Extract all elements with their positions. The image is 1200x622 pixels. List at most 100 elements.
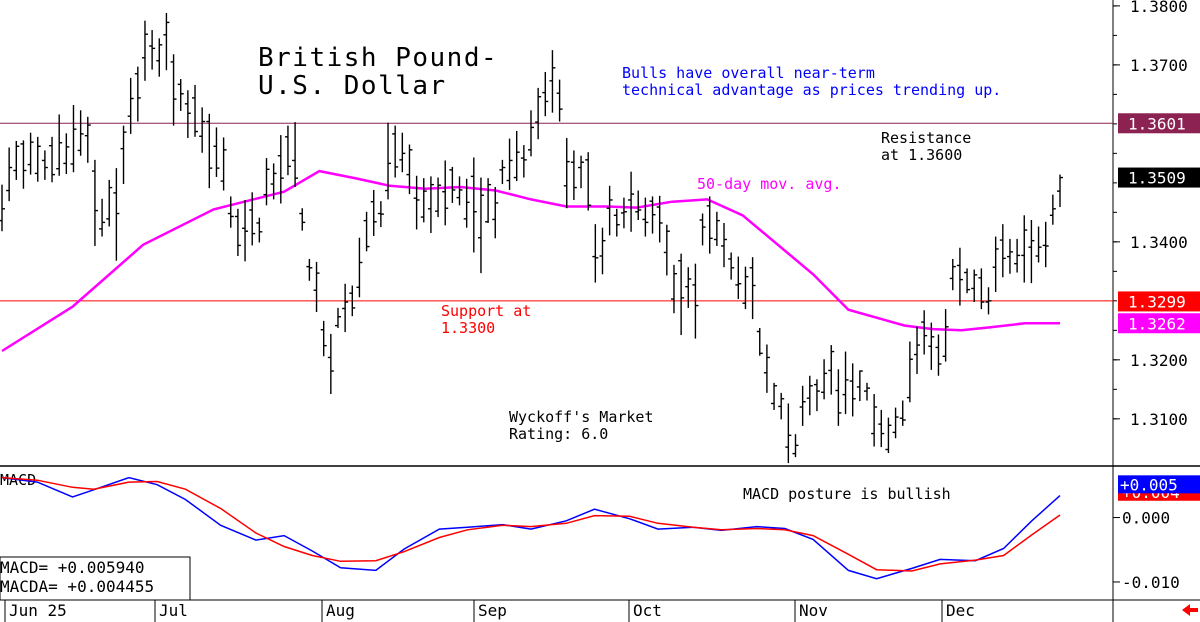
ohlc-bar bbox=[599, 227, 606, 275]
price-marker-label: 1.3262 bbox=[1128, 314, 1186, 333]
macd-series-macd bbox=[1, 476, 1061, 580]
ohlc-bar bbox=[878, 409, 885, 448]
ohlc-bar bbox=[849, 363, 856, 417]
ohlc-bar bbox=[856, 370, 863, 402]
ohlc-bar bbox=[206, 113, 213, 189]
ohlc-bar bbox=[620, 197, 627, 229]
ohlc-bar bbox=[763, 344, 770, 393]
annotation-text: Wyckoff's Market bbox=[509, 408, 654, 426]
ohlc-bar bbox=[649, 196, 656, 234]
ohlc-bar bbox=[742, 266, 749, 310]
ohlc-bar bbox=[370, 189, 377, 236]
ohlc-bar bbox=[156, 38, 163, 77]
ohlc-bar bbox=[942, 309, 949, 362]
macd-tick-label: -0.010 bbox=[1122, 573, 1180, 592]
ohlc-bar bbox=[556, 79, 563, 122]
x-tick-label: Jun 25 bbox=[9, 601, 67, 620]
ohlc-bar bbox=[363, 211, 370, 252]
ohlc-bar bbox=[313, 261, 320, 313]
ohlc-bar bbox=[456, 176, 463, 206]
ohlc-bar bbox=[899, 400, 906, 426]
ohlc-bar bbox=[413, 175, 420, 230]
x-tick-label: Dec bbox=[946, 601, 975, 620]
x-tick-label: Sep bbox=[478, 601, 507, 620]
annotation-text: at 1.3600 bbox=[881, 146, 962, 164]
ohlc-bar bbox=[485, 178, 492, 223]
ohlc-bar bbox=[263, 158, 270, 206]
ohlc-bar bbox=[41, 150, 48, 180]
ohlc-bar bbox=[463, 178, 470, 228]
ohlc-bar bbox=[192, 84, 199, 137]
ohlc-bar bbox=[578, 155, 585, 189]
price-tick-label: 1.3200 bbox=[1130, 351, 1188, 370]
ohlc-bar bbox=[449, 166, 456, 203]
price-marker-box bbox=[1118, 313, 1200, 334]
ohlc-bar bbox=[513, 130, 520, 182]
ohlc-bar bbox=[1014, 238, 1021, 273]
x-tick-label: Oct bbox=[633, 601, 662, 620]
ohlc-bar bbox=[113, 168, 120, 261]
ohlc-bar bbox=[542, 71, 549, 117]
ohlc-bar bbox=[842, 351, 849, 415]
ohlc-bar bbox=[213, 127, 220, 177]
ohlc-bar bbox=[613, 208, 620, 237]
ohlc-bar bbox=[242, 199, 249, 262]
ohlc-bar bbox=[978, 268, 985, 310]
ohlc-bar bbox=[256, 217, 263, 243]
ohlc-bar bbox=[499, 159, 506, 185]
ohlc-bar bbox=[863, 382, 870, 401]
ohlc-bar bbox=[706, 196, 713, 254]
ohlc-bar bbox=[342, 283, 349, 333]
annotation-text: Resistance bbox=[881, 129, 971, 147]
ohlc-bar bbox=[663, 224, 670, 276]
ohlc-bar bbox=[892, 407, 899, 439]
ohlc-bar bbox=[249, 192, 256, 246]
ohlc-bar bbox=[49, 136, 56, 183]
ohlc-bar bbox=[120, 125, 127, 185]
price-marker-label: 1.3299 bbox=[1128, 292, 1186, 311]
ohlc-bar bbox=[563, 138, 570, 209]
ohlc-bar bbox=[277, 135, 284, 204]
scroll-left-arrow-icon[interactable] bbox=[1182, 604, 1198, 616]
annotation-text: technical advantage as prices trending u… bbox=[622, 81, 1001, 99]
ohlc-bar bbox=[749, 257, 756, 320]
price-panel bbox=[0, 5, 1120, 420]
moving-average-50-line bbox=[1, 169, 1060, 353]
ohlc-bar bbox=[1021, 215, 1028, 283]
ohlc-bar bbox=[735, 256, 742, 300]
ohlc-bar bbox=[1006, 238, 1013, 274]
ohlc-bar bbox=[771, 382, 778, 410]
ohlc-bar bbox=[134, 66, 141, 122]
ohlc-bar bbox=[921, 310, 928, 355]
ohlc-bar bbox=[56, 114, 63, 176]
ohlc-bar bbox=[778, 392, 785, 420]
ohlc-bar bbox=[756, 327, 763, 356]
price-tick-label: 1.3700 bbox=[1130, 56, 1188, 75]
ohlc-bar bbox=[320, 320, 327, 357]
ohlc-bar bbox=[871, 394, 878, 447]
ohlc-bar bbox=[13, 140, 20, 180]
ohlc-bar bbox=[106, 179, 113, 227]
ohlc-bar bbox=[149, 30, 156, 70]
ohlc-bar bbox=[20, 140, 27, 189]
ohlc-bar bbox=[956, 247, 963, 306]
ohlc-bar bbox=[792, 434, 799, 458]
ohlc-bar bbox=[0, 184, 5, 232]
ohlc-bar bbox=[535, 87, 542, 140]
annotation-text: Bulls have overall near-term bbox=[622, 64, 875, 82]
ohlc-bar bbox=[292, 122, 299, 187]
ohlc-bar bbox=[306, 258, 313, 281]
ohlc-bar bbox=[356, 237, 363, 298]
price-tick-label: 1.3400 bbox=[1130, 233, 1188, 252]
price-marker-box bbox=[1118, 113, 1200, 134]
ohlc-bar bbox=[234, 208, 241, 257]
ohlc-bar bbox=[1028, 220, 1035, 284]
ohlc-bar bbox=[163, 12, 170, 71]
ohlc-bar bbox=[392, 125, 399, 178]
x-tick-label: Jul bbox=[159, 601, 188, 620]
x-tick-label: Nov bbox=[799, 601, 828, 620]
ohlc-bar bbox=[477, 177, 484, 274]
ohlc-bar bbox=[628, 171, 635, 232]
ohlc-bar bbox=[270, 163, 277, 200]
